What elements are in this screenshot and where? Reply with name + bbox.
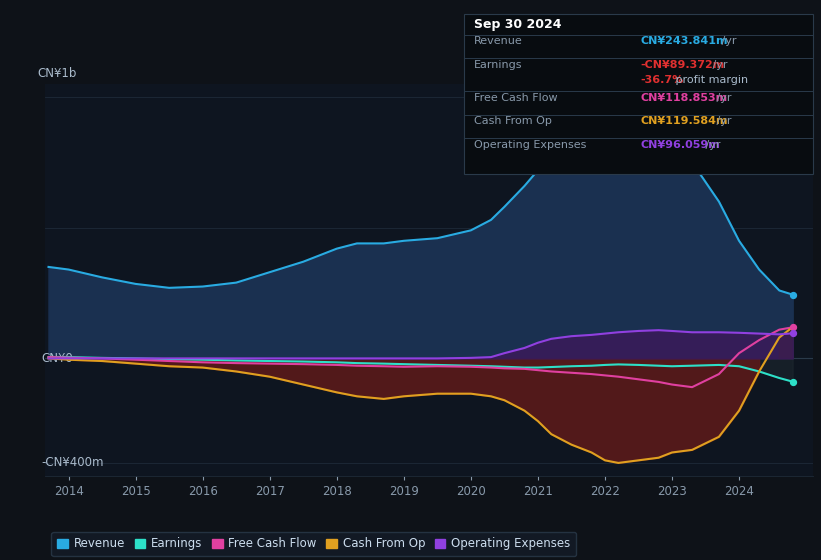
Text: Cash From Op: Cash From Op: [474, 116, 552, 127]
Text: -36.7%: -36.7%: [640, 75, 684, 85]
Text: -CN¥89.372m: -CN¥89.372m: [640, 60, 725, 70]
Point: [787, 290, 800, 299]
Point: [787, 323, 800, 332]
Text: CN¥96.059m: CN¥96.059m: [640, 140, 720, 150]
Point: [787, 377, 800, 386]
Text: CN¥0: CN¥0: [41, 352, 73, 365]
Point: [787, 329, 800, 338]
Text: /yr: /yr: [702, 140, 721, 150]
Text: /yr: /yr: [709, 60, 727, 70]
Legend: Revenue, Earnings, Free Cash Flow, Cash From Op, Operating Expenses: Revenue, Earnings, Free Cash Flow, Cash …: [51, 531, 576, 556]
Text: CN¥119.584m: CN¥119.584m: [640, 116, 728, 127]
Text: /yr: /yr: [718, 36, 737, 46]
Text: Free Cash Flow: Free Cash Flow: [474, 93, 557, 103]
Text: /yr: /yr: [713, 93, 732, 103]
Text: Earnings: Earnings: [474, 60, 522, 70]
Text: profit margin: profit margin: [672, 75, 748, 85]
Text: CN¥1b: CN¥1b: [38, 67, 77, 80]
Text: CN¥118.853m: CN¥118.853m: [640, 93, 727, 103]
Text: /yr: /yr: [713, 116, 732, 127]
Text: Revenue: Revenue: [474, 36, 522, 46]
Text: Operating Expenses: Operating Expenses: [474, 140, 586, 150]
Text: -CN¥400m: -CN¥400m: [41, 456, 103, 469]
Text: CN¥243.841m: CN¥243.841m: [640, 36, 728, 46]
Text: Sep 30 2024: Sep 30 2024: [474, 18, 562, 31]
